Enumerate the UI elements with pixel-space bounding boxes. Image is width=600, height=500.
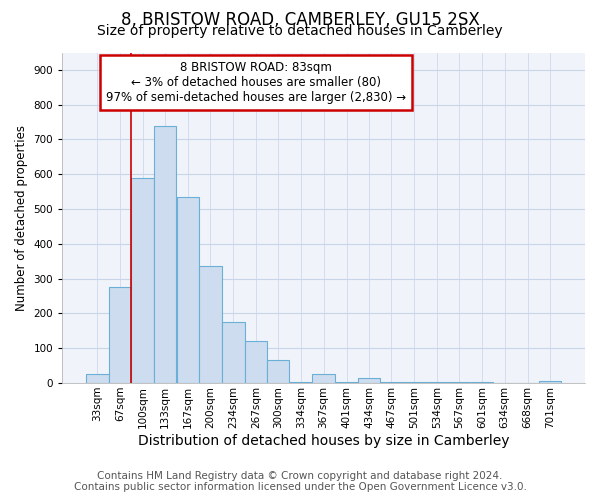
Bar [86,374,109,383]
Bar [448,382,470,383]
Bar [358,378,380,383]
Bar [425,382,448,383]
Text: Contains HM Land Registry data © Crown copyright and database right 2024.
Contai: Contains HM Land Registry data © Crown c… [74,471,526,492]
Y-axis label: Number of detached properties: Number of detached properties [15,125,28,311]
Bar [335,382,358,383]
Bar [267,360,289,383]
Bar [177,197,199,383]
Bar [222,322,245,383]
Bar [380,382,403,383]
Bar [313,374,335,383]
Bar [539,382,561,383]
Bar [154,126,176,383]
Bar [109,288,131,383]
Bar [131,178,154,383]
Bar [245,342,267,383]
Text: 8, BRISTOW ROAD, CAMBERLEY, GU15 2SX: 8, BRISTOW ROAD, CAMBERLEY, GU15 2SX [121,11,479,29]
X-axis label: Distribution of detached houses by size in Camberley: Distribution of detached houses by size … [138,434,509,448]
Bar [403,382,426,383]
Text: Size of property relative to detached houses in Camberley: Size of property relative to detached ho… [97,24,503,38]
Bar [471,382,493,383]
Text: 8 BRISTOW ROAD: 83sqm
← 3% of detached houses are smaller (80)
97% of semi-detac: 8 BRISTOW ROAD: 83sqm ← 3% of detached h… [106,61,406,104]
Bar [199,266,222,383]
Bar [290,382,313,383]
